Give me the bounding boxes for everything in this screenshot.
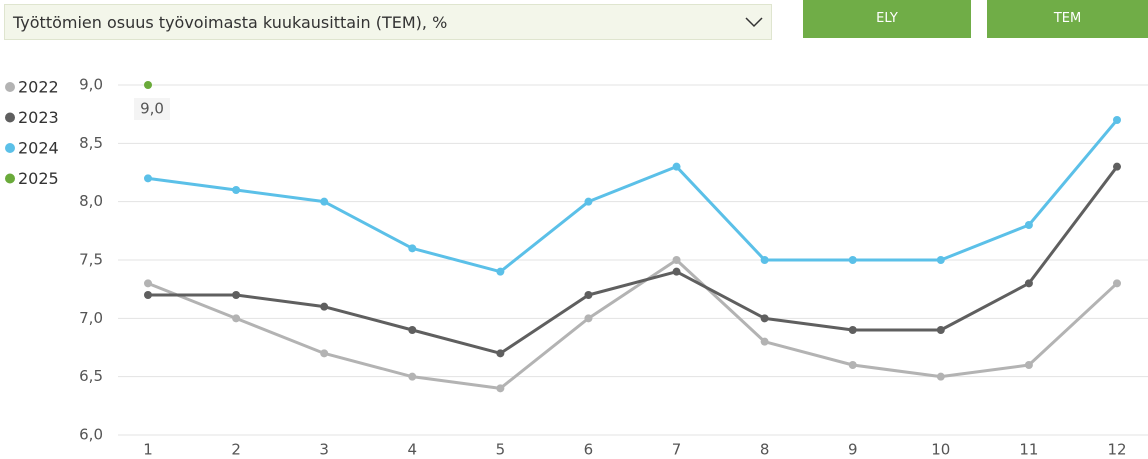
x-tick-label: 11 bbox=[1019, 441, 1038, 459]
x-tick-label: 1 bbox=[143, 441, 153, 459]
y-tick-label: 7,5 bbox=[79, 251, 103, 269]
x-tick-label: 9 bbox=[848, 441, 858, 459]
point bbox=[584, 291, 593, 299]
y-tick-label: 9,0 bbox=[79, 76, 103, 94]
x-tick-label: 7 bbox=[672, 441, 682, 459]
point bbox=[144, 81, 152, 89]
x-tick-label: 3 bbox=[319, 441, 329, 459]
point bbox=[408, 244, 417, 253]
point bbox=[848, 326, 857, 334]
y-tick-label: 8,0 bbox=[79, 192, 103, 210]
series-line bbox=[147, 258, 1119, 390]
legend-label: 2025 bbox=[18, 169, 59, 188]
point bbox=[760, 337, 769, 346]
point bbox=[232, 314, 241, 323]
point bbox=[672, 162, 681, 171]
x-tick-label: 12 bbox=[1107, 441, 1126, 459]
point bbox=[232, 291, 241, 299]
point bbox=[1113, 116, 1121, 124]
x-tick-label: 5 bbox=[496, 441, 506, 459]
point bbox=[496, 267, 505, 276]
legend-marker bbox=[5, 112, 15, 123]
point bbox=[408, 326, 417, 334]
point bbox=[1024, 221, 1033, 229]
point bbox=[1024, 361, 1033, 369]
point bbox=[760, 314, 769, 323]
series-line bbox=[147, 119, 1119, 274]
x-tick-label: 8 bbox=[760, 441, 770, 459]
y-tick-label: 7,0 bbox=[79, 309, 103, 327]
point bbox=[320, 349, 329, 358]
legend-marker bbox=[5, 173, 15, 184]
point bbox=[144, 279, 152, 288]
legend-label: 2024 bbox=[18, 139, 59, 158]
point bbox=[320, 302, 329, 311]
point bbox=[936, 326, 945, 334]
chevron bbox=[745, 17, 763, 28]
point bbox=[848, 361, 857, 369]
point bbox=[936, 372, 945, 381]
y-tick-label: 6,5 bbox=[79, 367, 103, 385]
button[interactable]: ELY bbox=[803, 0, 971, 38]
point bbox=[496, 384, 505, 393]
point bbox=[232, 186, 241, 194]
button[interactable]: TEM bbox=[987, 0, 1148, 38]
legend-marker bbox=[5, 82, 15, 92]
data-label: 9,0 bbox=[140, 100, 164, 118]
x-tick-label: 2 bbox=[231, 441, 241, 459]
x-tick-label: 10 bbox=[931, 441, 950, 459]
x-tick-label: 6 bbox=[584, 441, 594, 459]
series-line bbox=[148, 165, 1119, 355]
dropdown[interactable]: Työttömien osuus työvoimasta kuukausitta… bbox=[4, 4, 772, 40]
point bbox=[408, 372, 417, 381]
point bbox=[144, 291, 152, 299]
x-tick-label: 4 bbox=[407, 441, 417, 459]
y-tick-label: 6,0 bbox=[79, 426, 103, 444]
legend-marker bbox=[5, 143, 15, 153]
point bbox=[936, 256, 945, 264]
point bbox=[1113, 279, 1121, 288]
point bbox=[1113, 162, 1121, 171]
y-tick-label: 8,5 bbox=[79, 134, 103, 152]
legend-label: 2023 bbox=[18, 108, 59, 127]
point bbox=[760, 256, 769, 264]
data-label-bg bbox=[134, 98, 170, 120]
point bbox=[672, 256, 681, 264]
point bbox=[1024, 279, 1033, 288]
dropdown-label: Työttömien osuus työvoimasta kuukausitta… bbox=[13, 13, 448, 32]
point bbox=[144, 174, 152, 183]
point bbox=[320, 197, 329, 206]
point bbox=[584, 197, 593, 206]
point bbox=[496, 349, 505, 358]
legend-label: 2022 bbox=[18, 78, 59, 97]
point bbox=[584, 314, 593, 323]
point bbox=[848, 256, 857, 264]
point bbox=[672, 267, 681, 276]
